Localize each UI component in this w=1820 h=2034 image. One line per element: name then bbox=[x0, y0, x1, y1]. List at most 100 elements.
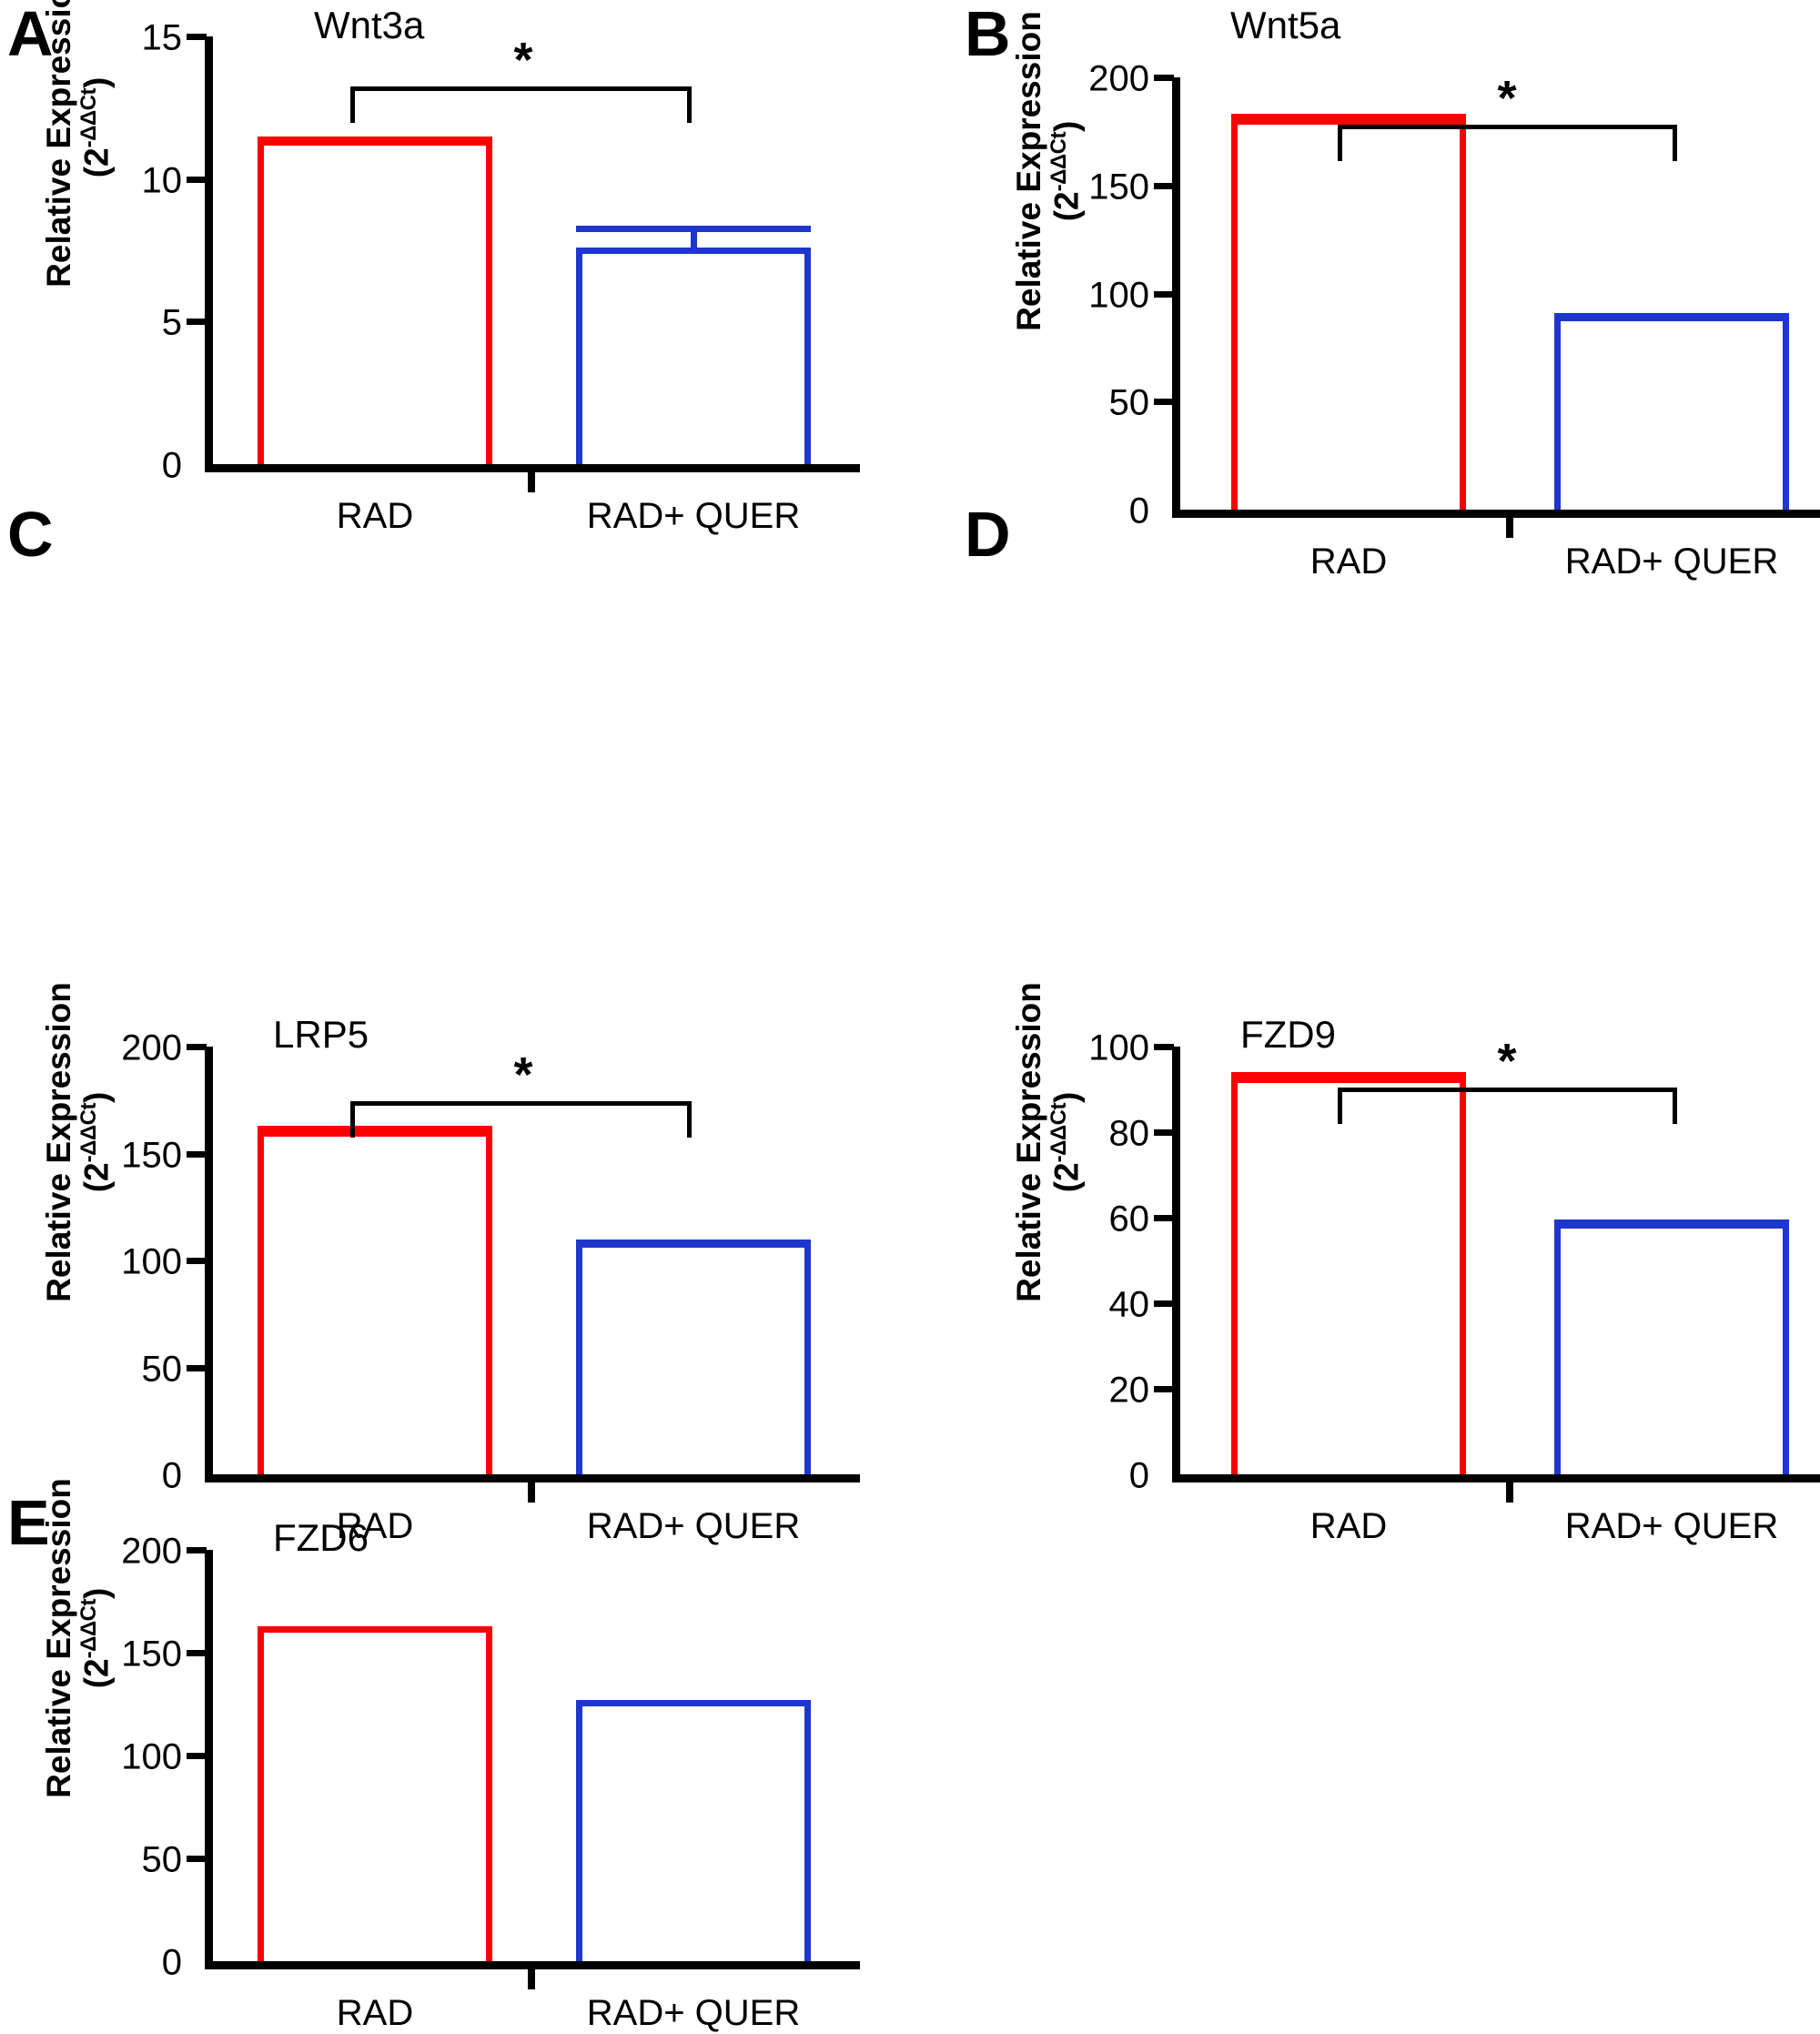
error-bar bbox=[258, 1125, 492, 1132]
error-bar bbox=[1554, 1219, 1789, 1227]
error-bar bbox=[1231, 1072, 1466, 1079]
significance-asterisk: * bbox=[1497, 71, 1517, 126]
error-bar-stem bbox=[691, 226, 697, 248]
error-bar-cap bbox=[576, 1239, 811, 1246]
x-axis-a bbox=[205, 464, 860, 472]
panel-c: C LRP5 Relative Expression (2-ΔΔCt) 0 50 100 15… bbox=[7, 502, 860, 1546]
y-tick bbox=[1154, 399, 1174, 406]
significance-tick-left bbox=[1338, 125, 1342, 161]
y-tick bbox=[187, 34, 207, 40]
y-tick bbox=[1154, 1044, 1174, 1050]
x-tick-label-rad: RAD bbox=[1309, 541, 1388, 582]
error-bar-cap bbox=[576, 226, 811, 233]
error-bar-cap bbox=[1554, 312, 1789, 319]
y-tick-label: 200 bbox=[1088, 58, 1149, 99]
bar-rad bbox=[1231, 1076, 1466, 1474]
figure-panel-grid: A Wnt3a Relative Expression (2-ΔΔCt) 0 5 10 15 R… bbox=[7, 0, 1820, 2033]
y-tick bbox=[187, 1753, 207, 1759]
panel-letter-e: E bbox=[7, 1487, 50, 1558]
significance-tick-left bbox=[1338, 1088, 1342, 1124]
y-tick-label: 100 bbox=[121, 1736, 182, 1777]
x-tick-label-rad: RAD bbox=[336, 496, 414, 536]
error-bar bbox=[1554, 312, 1789, 319]
x-axis-c bbox=[205, 1474, 860, 1482]
y-tick-label: 50 bbox=[141, 1839, 183, 1880]
y-axis-c bbox=[205, 1047, 213, 1482]
panel-a: A Wnt3a Relative Expression (2-ΔΔCt) 0 5 10 15 R… bbox=[7, 0, 860, 536]
y-axis-d bbox=[1172, 1047, 1180, 1482]
y-tick bbox=[1154, 290, 1174, 298]
x-tick bbox=[1506, 518, 1513, 538]
y-tick bbox=[1154, 1386, 1174, 1392]
y-axis-a bbox=[205, 36, 213, 472]
y-tick-label: 100 bbox=[121, 1241, 182, 1282]
panel-b: B Wnt5a Relative Expression (2-ΔΔCt) 0 50 100 1… bbox=[965, 0, 1820, 582]
x-axis-e bbox=[205, 1961, 860, 1969]
bar-rad bbox=[1231, 118, 1466, 510]
y-tick bbox=[187, 1547, 207, 1553]
error-bar bbox=[1231, 114, 1466, 121]
y-tick bbox=[187, 1364, 207, 1371]
error-bar bbox=[258, 136, 492, 143]
x-tick-label-radquer: RAD+ QUER bbox=[586, 1506, 801, 1546]
panel-title-d: FZD9 bbox=[1240, 1013, 1336, 1056]
error-bar-cap bbox=[258, 136, 492, 143]
significance-asterisk: * bbox=[513, 33, 533, 87]
x-tick-label-rad: RAD bbox=[336, 1506, 414, 1546]
y-tick-label: 150 bbox=[121, 1634, 182, 1675]
y-tick bbox=[1154, 1215, 1174, 1221]
x-tick-label-rad: RAD bbox=[1309, 1506, 1388, 1546]
error-bar-cap bbox=[1231, 114, 1466, 121]
significance-line bbox=[1338, 1088, 1677, 1092]
significance-tick-left bbox=[350, 86, 355, 123]
y-tick-label: 5 bbox=[161, 302, 182, 343]
panel-title-e: FZD6 bbox=[273, 1516, 369, 1559]
x-tick-label-radquer: RAD+ QUER bbox=[586, 1993, 801, 2033]
y-tick bbox=[1154, 1300, 1174, 1307]
error-bar-cap bbox=[1554, 1219, 1789, 1227]
panel-letter-b: B bbox=[965, 0, 1011, 69]
y-axis-e bbox=[205, 1550, 213, 1969]
significance-tick-right bbox=[687, 86, 692, 123]
x-tick-label-radquer: RAD+ QUER bbox=[1564, 1506, 1779, 1546]
error-bar bbox=[576, 1239, 811, 1246]
ylab-paren-close: ) bbox=[77, 1587, 116, 1600]
y-tick-label: 0 bbox=[161, 445, 182, 486]
y-tick-label: 50 bbox=[1108, 382, 1150, 423]
x-tick bbox=[528, 1482, 535, 1503]
significance-bracket: * bbox=[1338, 1037, 1677, 1128]
y-tick-label: 80 bbox=[1108, 1113, 1150, 1154]
y-tick-label: 100 bbox=[1088, 275, 1149, 315]
y-tick bbox=[187, 176, 207, 183]
x-tick bbox=[528, 472, 535, 492]
y-tick-label: 200 bbox=[121, 1531, 182, 1572]
significance-asterisk: * bbox=[1497, 1034, 1517, 1088]
bar-rad bbox=[258, 1625, 492, 1961]
y-tick-label: 0 bbox=[161, 1942, 182, 1983]
y-tick-label: 200 bbox=[121, 1027, 182, 1068]
x-tick-label-radquer: RAD+ QUER bbox=[1564, 541, 1779, 582]
y-tick-label: 150 bbox=[1088, 167, 1149, 207]
panel-letter-d: D bbox=[965, 499, 1011, 570]
y-tick bbox=[187, 319, 207, 326]
x-tick-label-rad: RAD bbox=[336, 1993, 414, 2033]
y-tick bbox=[1154, 1129, 1174, 1136]
panel-title-a: Wnt3a bbox=[314, 4, 425, 46]
x-tick bbox=[1506, 1482, 1513, 1503]
x-axis-d bbox=[1172, 1474, 1820, 1482]
bar-radquer bbox=[576, 1699, 811, 1961]
significance-bracket: * bbox=[350, 1050, 692, 1141]
panel-title-c: LRP5 bbox=[273, 1013, 369, 1056]
y-tick bbox=[187, 1150, 207, 1158]
panel-d: D FZD9 Relative Expression (2-ΔΔCt) 0 20 40 60 8… bbox=[965, 499, 1820, 1546]
x-tick bbox=[528, 1969, 535, 1989]
error-bar bbox=[576, 226, 811, 248]
y-tick bbox=[1154, 182, 1174, 189]
y-tick-label: 100 bbox=[1088, 1027, 1149, 1068]
panel-letter-a: A bbox=[7, 0, 54, 69]
y-tick-label: 0 bbox=[161, 1455, 182, 1496]
y-tick bbox=[187, 1856, 207, 1862]
y-tick-label: 150 bbox=[121, 1135, 182, 1175]
error-bar-cap bbox=[1231, 1072, 1466, 1079]
y-tick-label: 0 bbox=[1128, 1455, 1149, 1496]
